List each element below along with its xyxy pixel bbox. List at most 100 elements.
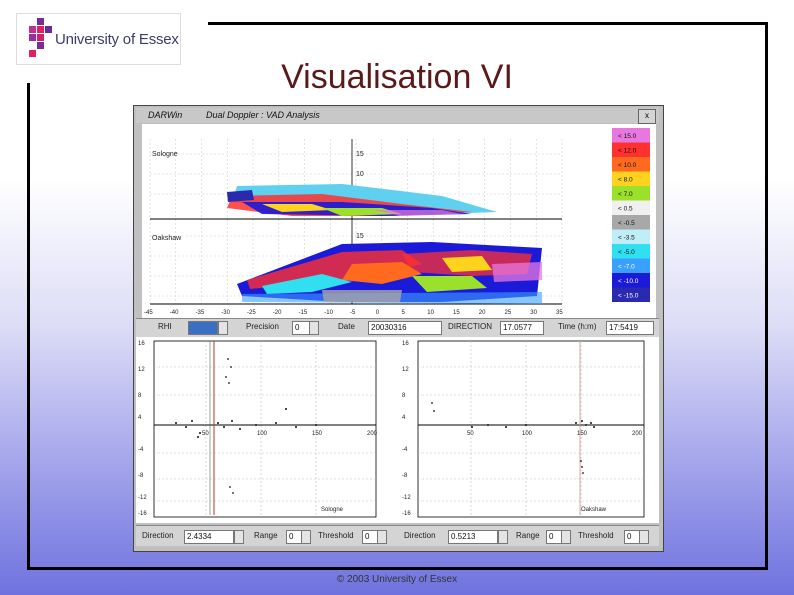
- direction-label: DIRECTION: [448, 322, 492, 331]
- legend-label: < -15.0: [618, 293, 639, 300]
- legend-swatch: [612, 200, 650, 215]
- logo-square: [29, 50, 36, 57]
- y-tick: 10: [356, 171, 364, 178]
- logo-square: [37, 26, 44, 33]
- right-range-stepper[interactable]: [561, 530, 571, 544]
- logo-square: [37, 42, 44, 49]
- rhi-plot-panel: Sologne Oakshaw 15 10 5 15 10 -45 -40 -35 -…: [142, 124, 656, 319]
- y-tick-label: 16: [402, 341, 409, 347]
- legend-label: < -3.5: [618, 235, 635, 242]
- rhi-dropdown-icon[interactable]: [218, 321, 228, 335]
- x-tick-label: -5: [350, 310, 356, 316]
- frame-line: [27, 567, 768, 570]
- radar-scan-lower: [237, 242, 542, 304]
- date-input[interactable]: 20030316: [368, 321, 442, 335]
- logo-text: University of Essex: [55, 31, 179, 48]
- left-threshold-stepper[interactable]: [377, 530, 387, 544]
- x-tick-label: -20: [273, 310, 282, 316]
- university-logo: University of Essex: [16, 13, 181, 65]
- panel-label-b: Oakshaw: [152, 235, 182, 242]
- legend-label: < -5.0: [618, 249, 635, 256]
- precision-label: Precision: [246, 322, 279, 331]
- rhi-select[interactable]: [188, 321, 218, 335]
- y-tick-label: -4: [138, 447, 144, 453]
- legend-swatch: [612, 157, 650, 172]
- right-threshold-input[interactable]: 0: [624, 530, 640, 544]
- precision-stepper[interactable]: [309, 321, 319, 335]
- radar-scan-upper: [227, 184, 497, 216]
- y-tick-label: -8: [402, 473, 408, 479]
- logo-square: [37, 34, 44, 41]
- darwin-window: DARWin Dual Doppler : VAD Analysis x Sol…: [133, 105, 664, 552]
- legend-label: < -7.0: [618, 264, 635, 271]
- slide-title: Visualisation VI: [281, 58, 513, 96]
- legend-label: < -10.0: [618, 278, 639, 285]
- legend-label: < 8.0: [618, 177, 633, 184]
- controls-bar: RHI Precision 0 Date 20030316 DIRECTION …: [136, 318, 659, 337]
- legend-label: < 12.0: [618, 148, 637, 155]
- x-tick-label: 25: [505, 310, 512, 316]
- left-threshold-input[interactable]: 0: [362, 530, 378, 544]
- y-tick-label: 4: [138, 415, 142, 421]
- legend-swatch: [612, 215, 650, 230]
- frame-line: [27, 83, 30, 570]
- logo-square: [29, 26, 36, 33]
- y-tick-label: 12: [402, 367, 409, 373]
- window-subtitle: Dual Doppler : VAD Analysis: [206, 110, 320, 120]
- x-tick-label: 150: [312, 431, 323, 437]
- legend-label: < 10.0: [618, 162, 637, 169]
- date-label: Date: [338, 322, 355, 331]
- x-tick-label: -15: [299, 310, 308, 316]
- right-direction-dropdown-icon[interactable]: [498, 530, 508, 544]
- x-tick-label: 10: [427, 310, 434, 316]
- left-threshold-label: Threshold: [318, 531, 354, 540]
- time-input[interactable]: 17:5419: [606, 321, 654, 335]
- right-threshold-label: Threshold: [578, 531, 614, 540]
- x-tick-label: 30: [530, 310, 537, 316]
- x-tick-label: 35: [556, 310, 563, 316]
- bottom-controls-bar: Direction 2.4334 Range 0 Threshold 0 Dir…: [136, 525, 659, 546]
- legend-swatch: [612, 171, 650, 186]
- direction-input[interactable]: 17.0577: [500, 321, 544, 335]
- plot-corner-label: Oakshaw: [581, 507, 607, 513]
- plot-corner-label: Sologne: [321, 507, 344, 513]
- frame-line: [765, 22, 768, 570]
- x-tick-label: -25: [247, 310, 256, 316]
- left-direction-dropdown-icon[interactable]: [234, 530, 244, 544]
- y-tick-label: 12: [138, 367, 145, 373]
- right-threshold-stepper[interactable]: [639, 530, 649, 544]
- logo-square: [45, 26, 52, 33]
- x-tick-label: 100: [522, 431, 533, 437]
- y-tick-label: 8: [138, 393, 142, 399]
- profile-plot-left: Sologne: [153, 340, 377, 518]
- y-tick-label: -8: [138, 473, 144, 479]
- y-tick: 15: [356, 151, 364, 158]
- close-button[interactable]: x: [638, 109, 656, 124]
- left-range-input[interactable]: 0: [286, 530, 302, 544]
- precision-input[interactable]: 0: [292, 321, 310, 335]
- left-direction-input[interactable]: 2.4334: [184, 530, 234, 544]
- y-tick-label: 16: [138, 341, 145, 347]
- right-direction-input[interactable]: 0.5213: [448, 530, 498, 544]
- y-tick-label: -12: [138, 495, 147, 501]
- x-tick-label: 150: [577, 431, 588, 437]
- x-tick-label: -45: [144, 310, 153, 316]
- x-tick-label: 15: [453, 310, 460, 316]
- legend-label: < 7.0: [618, 191, 633, 198]
- legend-swatch: [612, 244, 650, 259]
- y-tick-label: 4: [402, 415, 406, 421]
- frame-line: [208, 22, 768, 25]
- right-range-input[interactable]: 0: [546, 530, 562, 544]
- legend-swatch: [612, 142, 650, 157]
- legend-swatch: [612, 128, 650, 143]
- logo-square: [29, 34, 36, 41]
- x-tick-label: 200: [632, 431, 643, 437]
- x-tick-label: 200: [367, 431, 378, 437]
- legend-label: < 15.0: [618, 133, 637, 140]
- y-tick-label: -12: [402, 495, 411, 501]
- left-direction-label: Direction: [142, 531, 174, 540]
- window-titlebar[interactable]: DARWin Dual Doppler : VAD Analysis x: [136, 108, 659, 124]
- rhi-label: RHI: [158, 322, 172, 331]
- left-range-stepper[interactable]: [301, 530, 311, 544]
- panel-label-a: Sologne: [152, 151, 178, 158]
